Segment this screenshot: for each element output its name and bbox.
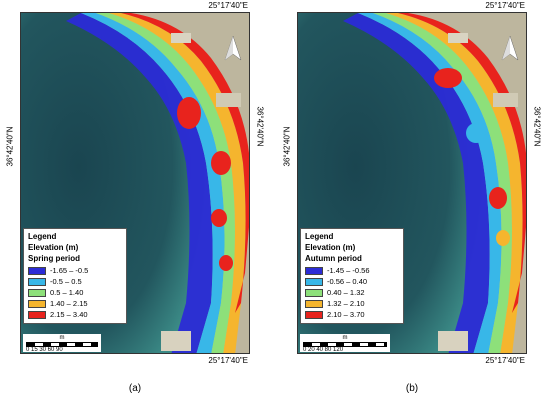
latitude-label-right: 36°42'40"N [255, 106, 265, 147]
legend-period: Autumn period [305, 254, 362, 263]
scale-bar-graphic [26, 342, 98, 347]
legend-swatch [305, 299, 323, 308]
latitude-label-left: 36°42'40"N [5, 126, 15, 167]
longitude-label-bottom: 25°17'40"E [485, 356, 525, 365]
legend-title: Legend [305, 232, 334, 241]
legend-subtitle: Elevation (m) [305, 243, 356, 252]
scale-bar-a: m 0 15 30 60 90 [23, 334, 101, 353]
legend-swatch [28, 266, 46, 275]
legend-label: 0.5 – 1.40 [50, 288, 84, 297]
scale-unit: m [342, 335, 348, 341]
latitude-label-right: 36°42'40"N [532, 106, 542, 147]
legend-item: 0.40 – 1.32 [305, 287, 399, 298]
legend-label: 2.10 – 3.70 [327, 310, 365, 319]
legend-item: -0.5 – 0.5 [28, 276, 122, 287]
legend-label: 1.32 – 2.10 [327, 299, 365, 308]
legend-item: 2.10 – 3.70 [305, 309, 399, 320]
legend-label: 1.40 – 2.15 [50, 299, 88, 308]
legend-item: 0.5 – 1.40 [28, 287, 122, 298]
scale-ticks: 0 20 40 80 120 [303, 347, 344, 353]
legend-label: -1.65 – -0.5 [50, 266, 89, 275]
legend-swatch [305, 288, 323, 297]
legend-item: -1.65 – -0.5 [28, 265, 122, 276]
legend-label: -1.45 – -0.56 [327, 266, 370, 275]
legend-swatch [28, 277, 46, 286]
legend-item: 1.40 – 2.15 [28, 298, 122, 309]
legend-item: 1.32 – 2.10 [305, 298, 399, 309]
legend-period: Spring period [28, 254, 80, 263]
legend-subtitle: Elevation (m) [28, 243, 79, 252]
legend-swatch [305, 266, 323, 275]
latitude-label-left: 36°42'40"N [282, 126, 292, 167]
legend-box-b: Legend Elevation (m) Autumn period -1.45… [300, 228, 404, 324]
longitude-label-top: 25°17'40"E [208, 1, 248, 10]
legend-item: -0.56 – 0.40 [305, 276, 399, 287]
legend-swatch [28, 310, 46, 319]
scale-unit: m [59, 335, 65, 341]
caption-b: (b) [405, 383, 419, 394]
legend-item: -1.45 – -0.56 [305, 265, 399, 276]
map-panel-a: 25°17'40"E 25°17'40"E 36°42'40"N 36°42'4… [6, 1, 265, 365]
legend-swatch [28, 288, 46, 297]
scale-ticks: 0 15 30 60 90 [26, 347, 63, 353]
scale-bar-graphic [303, 342, 387, 347]
legend-title: Legend [28, 232, 57, 241]
legend-swatch [305, 277, 323, 286]
legend-box-a: Legend Elevation (m) Spring period -1.65… [23, 228, 127, 324]
north-arrow-icon [501, 36, 519, 61]
legend-label: -0.5 – 0.5 [50, 277, 82, 286]
legend-item: 2.15 – 3.40 [28, 309, 122, 320]
north-arrow-icon [224, 36, 242, 61]
legend-label: 2.15 – 3.40 [50, 310, 88, 319]
caption-a: (a) [128, 383, 142, 394]
legend-label: 0.40 – 1.32 [327, 288, 365, 297]
legend-swatch [305, 310, 323, 319]
legend-swatch [28, 299, 46, 308]
map-panel-b: 25°17'40"E 25°17'40"E 36°42'40"N 36°42'4… [283, 1, 542, 365]
longitude-label-bottom: 25°17'40"E [208, 356, 248, 365]
longitude-label-top: 25°17'40"E [485, 1, 525, 10]
scale-bar-b: m 0 20 40 80 120 [300, 334, 390, 353]
legend-label: -0.56 – 0.40 [327, 277, 368, 286]
